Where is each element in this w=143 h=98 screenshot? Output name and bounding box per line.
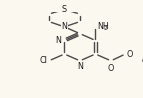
Text: N: N [55, 36, 61, 45]
Text: S: S [62, 5, 67, 14]
Text: N: N [61, 22, 67, 31]
Text: NH: NH [98, 22, 109, 31]
Text: N: N [77, 62, 83, 71]
Text: 2: 2 [104, 26, 108, 31]
Text: O: O [127, 49, 133, 59]
Text: O: O [108, 64, 114, 73]
Text: Cl: Cl [40, 56, 48, 65]
Text: O–CH₃: O–CH₃ [142, 58, 143, 64]
